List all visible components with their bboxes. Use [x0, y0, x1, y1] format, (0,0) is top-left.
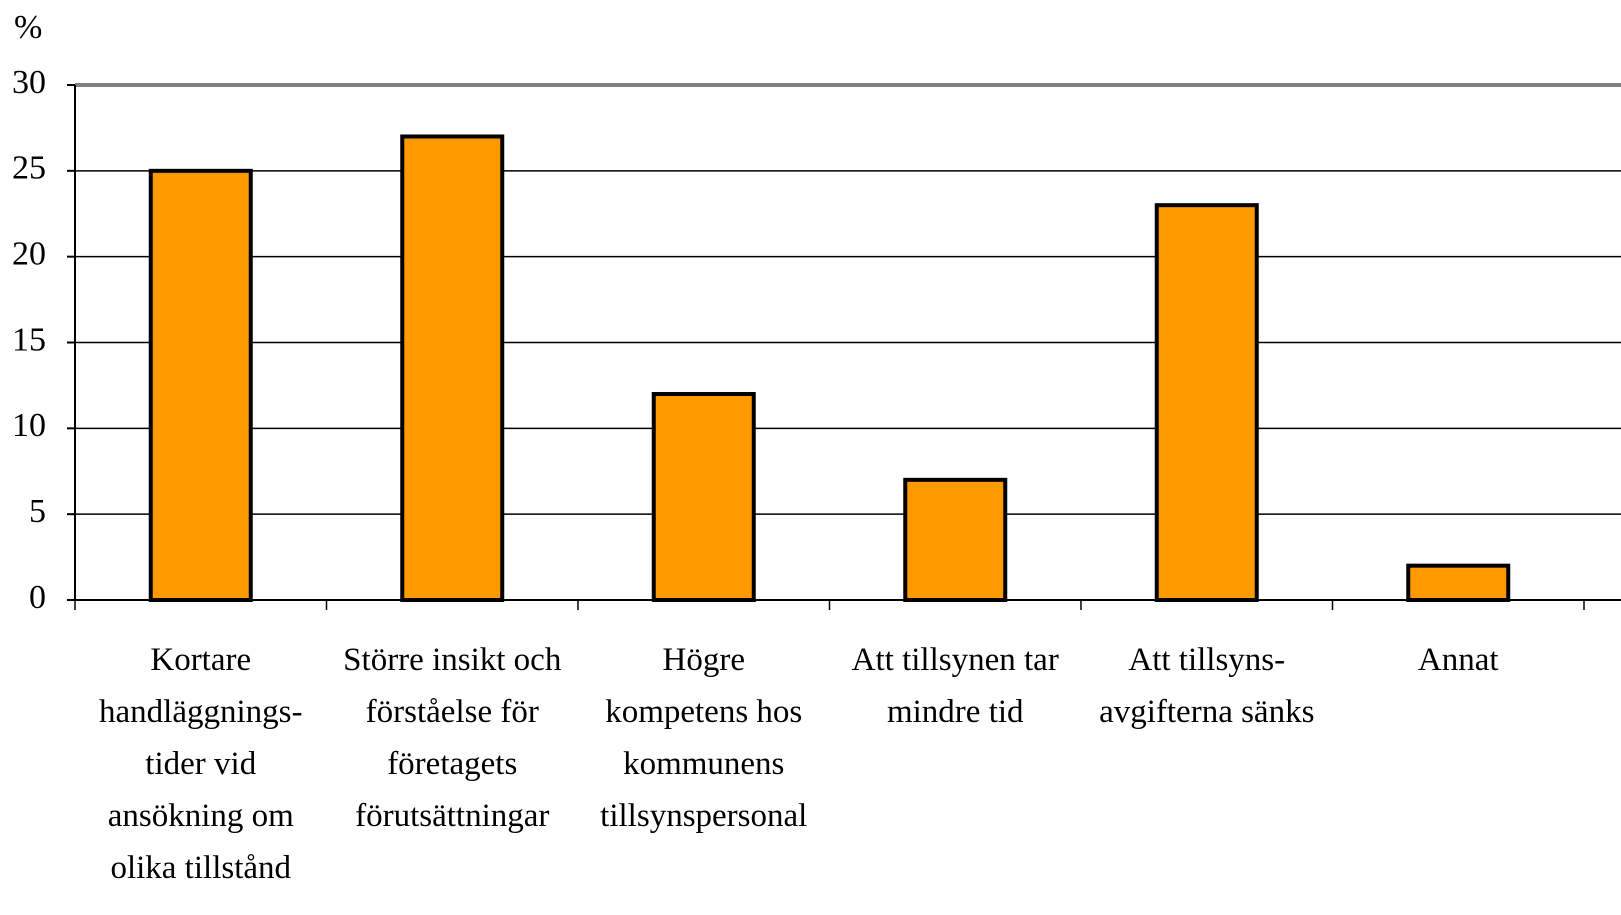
y-tick-label: 10: [12, 407, 46, 444]
bar: [148, 168, 253, 602]
y-axis-label: %: [14, 9, 42, 46]
bar: [651, 392, 756, 602]
y-tick-label: 15: [12, 321, 46, 358]
y-tick-label: 20: [12, 235, 46, 272]
y-tick-label: 5: [29, 493, 46, 530]
bar: [1406, 563, 1511, 603]
x-tick-label: Större insikt och förståelse för företag…: [343, 642, 562, 834]
x-tick-label: Annat: [1417, 642, 1499, 678]
y-tick-label: 0: [29, 579, 46, 616]
bar: [400, 134, 505, 602]
x-tick-label: Kortare handläggnings- tider vid ansökni…: [99, 642, 303, 886]
bar: [1154, 203, 1259, 603]
x-tick-label: Att tillsyns- avgifterna sänks: [1099, 642, 1315, 730]
y-tick-label: 30: [12, 64, 46, 101]
bar: [903, 477, 1008, 603]
x-tick-label: Högre kompetens hos kommunens tillsynspe…: [600, 642, 808, 834]
y-tick-label: 25: [12, 150, 46, 187]
x-tick-label: Att tillsynen tar mindre tid: [851, 642, 1059, 730]
